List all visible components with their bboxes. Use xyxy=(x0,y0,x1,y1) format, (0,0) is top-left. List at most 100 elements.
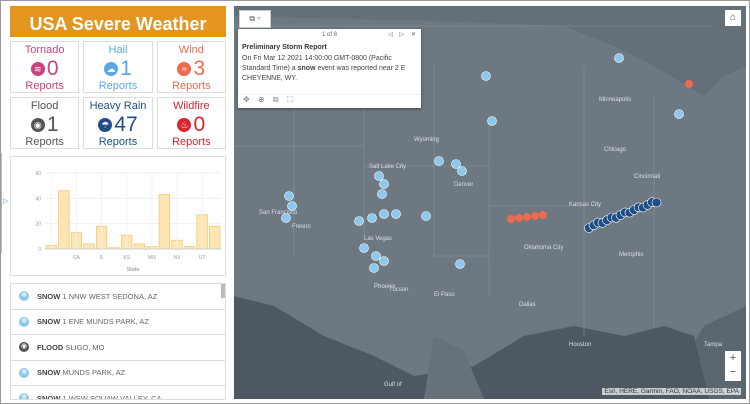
map-label: Wyoming xyxy=(414,137,439,143)
expand-panel-icon[interactable]: ▷ xyxy=(3,198,9,205)
wind-icon: ≈ xyxy=(177,61,192,76)
card-count: 1 xyxy=(46,113,59,136)
app-title: USA Severe Weather xyxy=(10,6,226,37)
snow-marker[interactable] xyxy=(434,156,444,166)
map-label: Tucson xyxy=(389,287,408,293)
popup-title: Preliminary Storm Report xyxy=(242,44,327,51)
snow-marker[interactable] xyxy=(287,201,297,211)
y-tick-label: 40 xyxy=(35,196,41,202)
map-label: Minneapolis xyxy=(599,97,631,103)
report-list: ✻ SNOW 1 NNW WEST SEDONA, AZ ✻ SNOW 1 ENE M… xyxy=(10,283,226,400)
snow-marker[interactable] xyxy=(379,209,389,219)
snow-marker[interactable] xyxy=(354,216,364,226)
map-label: Denver xyxy=(454,182,473,188)
snow-marker[interactable] xyxy=(367,213,377,223)
y-tick-label: 0 xyxy=(38,247,41,253)
zoom-controls: + − xyxy=(725,351,741,381)
scrollbar[interactable] xyxy=(221,284,225,298)
card-count: 1 xyxy=(120,57,132,80)
previous-feature-icon[interactable]: ◁ xyxy=(388,32,393,38)
map-label: Phoenix xyxy=(374,284,396,290)
wildfire-icon: ♨ xyxy=(177,117,192,132)
next-feature-icon[interactable]: ▷ xyxy=(399,32,404,38)
zoom-in-button[interactable]: + xyxy=(729,352,737,364)
snow-marker[interactable] xyxy=(421,211,431,221)
snow-marker[interactable] xyxy=(284,191,294,201)
layer-icon[interactable]: ⧉ xyxy=(272,95,279,104)
wind-marker[interactable] xyxy=(515,214,523,222)
move-icon[interactable]: ✥ xyxy=(243,95,250,104)
card-unit: Reports xyxy=(172,136,211,148)
map-label: Cincinnati xyxy=(634,174,660,180)
snow-icon: ✻ xyxy=(19,316,29,327)
card-hail[interactable]: Hail ☁ 1 Reports xyxy=(83,41,153,93)
wind-marker[interactable] xyxy=(507,215,515,223)
wind-marker[interactable] xyxy=(685,80,693,88)
map-label: San Francisco xyxy=(259,210,298,216)
card-count: 3 xyxy=(193,57,206,80)
map-label: Fresno xyxy=(292,224,311,230)
fullscreen-icon[interactable]: ⛶ xyxy=(286,95,293,104)
bar[interactable] xyxy=(83,243,95,250)
map-label: Gulf of xyxy=(384,382,402,388)
card-label: Tornado xyxy=(24,44,65,56)
snow-marker[interactable] xyxy=(379,256,389,266)
snow-marker[interactable] xyxy=(451,159,461,169)
map-label: Oklahoma City xyxy=(524,245,563,251)
snow-marker[interactable] xyxy=(377,189,387,199)
bar[interactable] xyxy=(158,194,171,250)
snow-icon: ✻ xyxy=(19,367,29,378)
card-unit: Reports xyxy=(98,80,138,92)
popup: 1 of 8 ◁ ▷ ✕ Preliminary Storm Report On… xyxy=(238,29,421,108)
snow-marker[interactable] xyxy=(481,71,491,81)
heavy-rain-icon: ☂ xyxy=(98,117,113,132)
snow-marker[interactable] xyxy=(369,263,379,273)
card-unit: Reports xyxy=(172,80,211,92)
bar[interactable] xyxy=(133,243,145,250)
card-count: 47 xyxy=(114,113,138,136)
list-item[interactable]: ◉ FLOOD SLIGO, MO xyxy=(11,335,225,361)
snow-marker[interactable] xyxy=(674,109,684,119)
layer-list-button[interactable]: ⧉ ▿ xyxy=(239,10,271,28)
card-tornado[interactable]: Tornado ≋ 0 Reports xyxy=(10,41,80,93)
zoom-to-icon[interactable]: ⊕ xyxy=(257,95,265,104)
map-label: Dallas xyxy=(519,302,536,308)
hail-icon: ☁ xyxy=(104,61,119,76)
wind-marker[interactable] xyxy=(539,211,547,219)
list-item[interactable]: ✻ SNOW 1 WSW SQUAW VALLEY, CA xyxy=(11,386,225,399)
snow-marker[interactable] xyxy=(614,53,624,63)
flood-icon: ◉ xyxy=(30,117,45,132)
card-heavy-rain[interactable]: Heavy Rain ☂ 47 Reports xyxy=(83,97,153,149)
x-tick-label: UT xyxy=(199,255,206,261)
snow-marker[interactable] xyxy=(455,259,465,269)
tornado-icon: ≋ xyxy=(30,61,45,76)
snow-marker[interactable] xyxy=(281,213,291,223)
card-flood[interactable]: Flood ◉ 1 Reports xyxy=(10,97,80,149)
card-wind[interactable]: Wind ≈3 Reports xyxy=(156,41,226,93)
card-count: 0 xyxy=(193,113,206,136)
home-button[interactable]: ⌂ xyxy=(725,10,741,26)
list-item[interactable]: ✻ SNOW 1 ENE MUNDS PARK, AZ xyxy=(11,310,225,335)
snow-marker[interactable] xyxy=(359,243,369,253)
map-attribution: Esri, HERE, Garmin, FAO, NOAA, USGS, EPA xyxy=(602,388,741,395)
card-wildfire[interactable]: Wildfire ♨ 0 Reports xyxy=(156,97,226,149)
heavy-rain-marker[interactable] xyxy=(651,197,662,208)
zoom-out-button[interactable]: − xyxy=(729,366,737,378)
list-item[interactable]: ✻ SNOW MUNDS PARK, AZ xyxy=(11,361,225,386)
wind-marker[interactable] xyxy=(523,213,531,221)
snow-marker[interactable] xyxy=(374,171,384,181)
close-icon[interactable]: ✕ xyxy=(410,32,416,38)
snow-marker[interactable] xyxy=(371,251,381,261)
bar[interactable] xyxy=(209,225,221,250)
snow-marker[interactable] xyxy=(391,209,401,219)
bar[interactable] xyxy=(58,190,70,250)
x-axis-title: State xyxy=(127,267,140,273)
list-item[interactable]: ✻ SNOW 1 NNW WEST SEDONA, AZ xyxy=(11,284,225,310)
wind-marker[interactable] xyxy=(531,212,539,220)
snow-marker[interactable] xyxy=(487,116,497,126)
map-label: Chicago xyxy=(604,147,627,153)
snow-marker[interactable] xyxy=(457,166,467,176)
map-label: Houston xyxy=(569,342,591,348)
snow-marker[interactable] xyxy=(379,179,389,189)
state-bar-chart: 0 20 40 60 CA IL KS MN NV UT State xyxy=(10,156,226,276)
